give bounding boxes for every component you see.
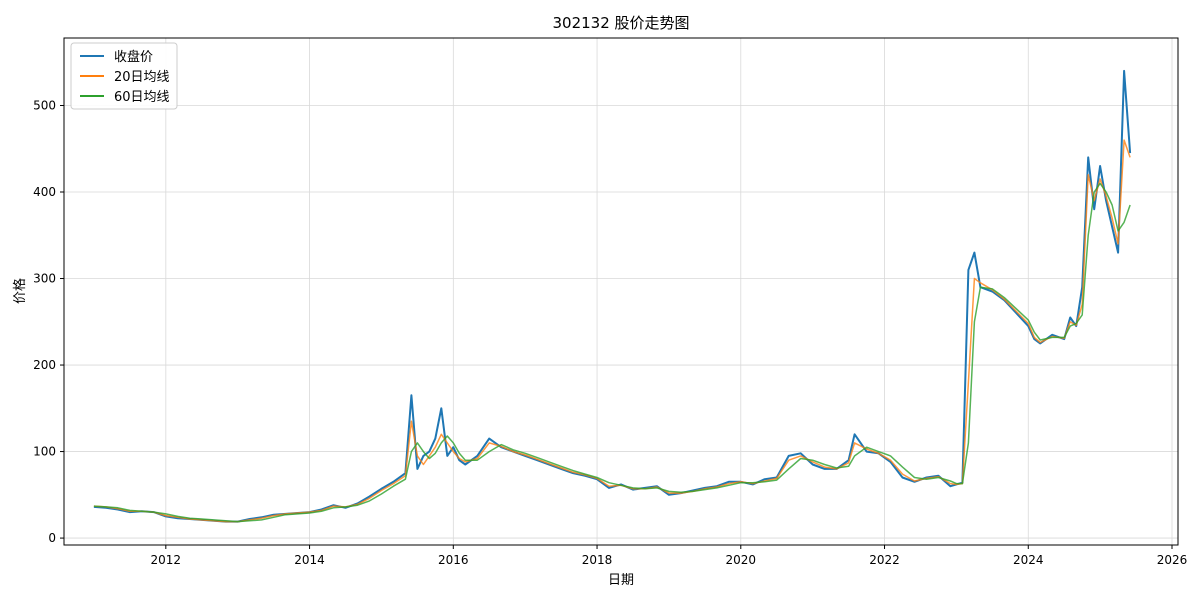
x-tick-label: 2016 [438, 553, 469, 567]
y-axis-label: 价格 [12, 278, 28, 304]
x-tick-label: 2018 [582, 553, 613, 567]
x-tick-label: 2020 [726, 553, 757, 567]
x-tick-label: 2026 [1157, 553, 1188, 567]
x-tick-label: 2012 [151, 553, 182, 567]
y-tick-label: 0 [48, 531, 56, 545]
x-tick-label: 2014 [294, 553, 325, 567]
legend: 收盘价 20日均线 60日均线 [70, 42, 178, 110]
y-tick-label: 100 [33, 445, 56, 459]
y-tick-label: 300 [33, 272, 56, 286]
ma60-line [93, 182, 1131, 523]
legend-label-ma20: 20日均线 [114, 70, 170, 85]
y-tick-label: 200 [33, 358, 56, 372]
grid-lines [64, 38, 1178, 545]
y-tick-label: 500 [33, 98, 56, 112]
plot-frame [63, 37, 1179, 546]
chart-title: 302132 股价走势图 [552, 14, 689, 32]
legend-box [70, 42, 178, 110]
x-axis-label: 日期 [608, 573, 634, 588]
y-tick-label: 400 [33, 185, 56, 199]
axis-ticks: 2012 2014 2016 2018 2020 2022 2024 2026 0 100 200 3… [33, 98, 1187, 567]
series-lines [93, 69, 1132, 523]
legend-label-ma60: 60日均线 [114, 90, 170, 105]
legend-label-close: 收盘价 [114, 49, 153, 65]
x-tick-label: 2024 [1013, 553, 1044, 567]
x-tick-label: 2022 [869, 553, 900, 567]
close-price-line [93, 69, 1132, 523]
